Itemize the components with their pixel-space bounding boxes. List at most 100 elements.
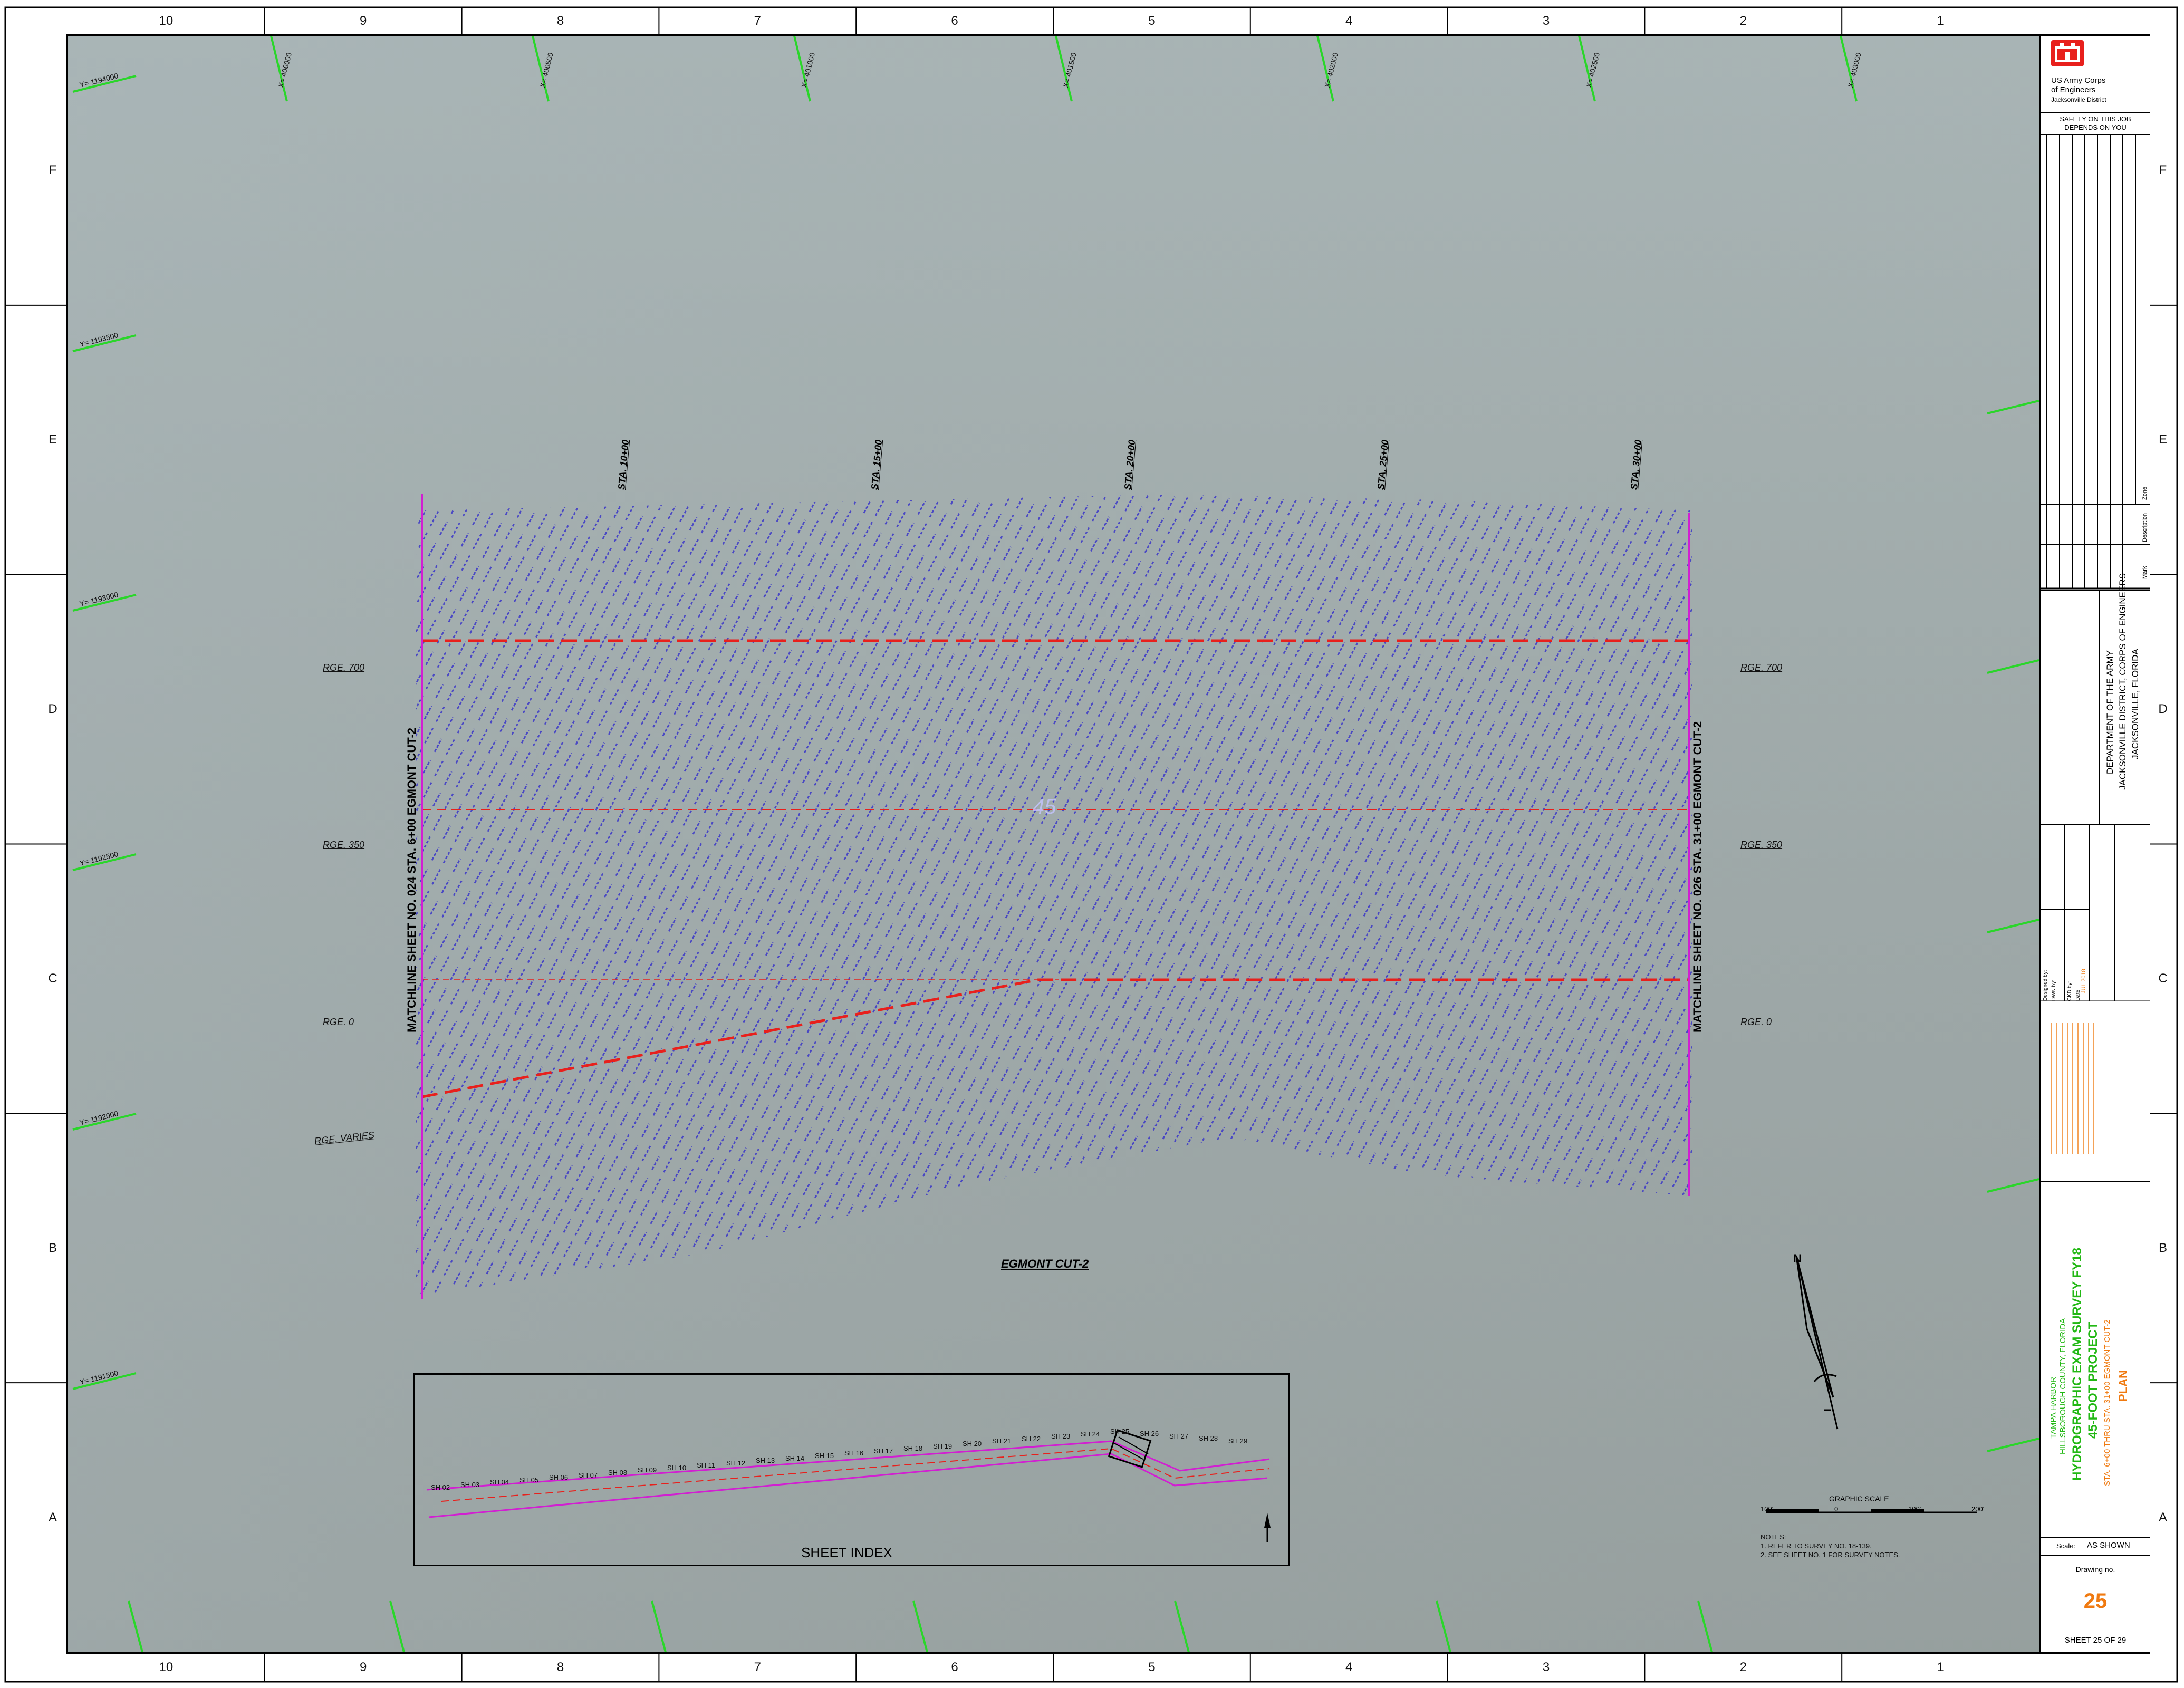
- dept-line2: JACKSONVILLE DISTRICT, CORPS OF ENGINEER…: [2118, 573, 2128, 790]
- sheet-index-panel: SH 02 SH 03 SH 04 SH 05 SH 06 SH 07 SH 08 SH 09…: [413, 1373, 1290, 1566]
- sheet-of-label: OF: [2104, 1636, 2115, 1645]
- title-line4: 45-FOOT PROJECT: [2086, 1322, 2100, 1439]
- grid-row-label-left: E: [48, 432, 57, 447]
- scale-bar: [1766, 1509, 1977, 1513]
- graphic-scale-title: GRAPHIC SCALE: [1829, 1494, 1889, 1503]
- sheet-index-label: SH 24: [1081, 1430, 1100, 1438]
- title-line5: STA. 6+00 THRU STA. 31+00 EGMONT CUT-2: [2103, 1319, 2112, 1486]
- org-line1: US Army Corps: [2051, 76, 2106, 85]
- rev-header-zone: Zone: [2142, 486, 2148, 500]
- sheet-index-label: SH 17: [874, 1446, 893, 1455]
- grid-row-label-left: B: [48, 1240, 57, 1255]
- sheet-index-diagram: [426, 1429, 1271, 1542]
- title-line3: HYDROGRAPHIC EXAM SURVEY FY18: [2070, 1248, 2084, 1481]
- grid-col-label-top: 5: [1148, 14, 1156, 28]
- grid-col-label-top: 9: [360, 14, 367, 28]
- grid-col-label-bottom: 4: [1345, 1660, 1353, 1674]
- coordinate-ticks: [72, 36, 2039, 1652]
- grid-row-label-right: C: [2158, 971, 2168, 986]
- survey-plan-svg: [68, 36, 2039, 1652]
- grid-col-label-top: 7: [754, 14, 761, 28]
- matchline-left-label: MATCHLINE SHEET NO. 024 STA. 6+00 EGMONT…: [405, 727, 418, 1033]
- sheet-index-label: SH 15: [815, 1451, 834, 1460]
- title-block: US Army Corps of Engineers Jacksonville …: [2039, 36, 2150, 1652]
- scale-value: AS SHOWN: [2087, 1541, 2130, 1550]
- grid-col-label-top: 6: [951, 14, 958, 28]
- grid-row-label-right: B: [2158, 1240, 2167, 1255]
- date-value: JUL 2018: [2081, 969, 2087, 993]
- note-2: 2. SEE SHEET NO. 1 FOR SURVEY NOTES.: [1760, 1551, 1900, 1559]
- chk-by-label: CKD by:: [2067, 981, 2073, 1001]
- sheet-index-label: SH 20: [963, 1440, 982, 1448]
- sheet-index-label: SH 28: [1199, 1434, 1218, 1443]
- north-arrow-icon: [1795, 1256, 1839, 1430]
- revision-table: [2041, 135, 2150, 590]
- graphic-scale: GRAPHIC SCALE 100' 0 100' 200': [1755, 1494, 1987, 1526]
- scale-tick-label: 200': [1971, 1505, 1985, 1513]
- range-label: RGE. 700: [323, 662, 365, 673]
- dept-line3: JACKSONVILLE, FLORIDA: [2130, 649, 2140, 759]
- sheet-index-label: SH 07: [579, 1471, 598, 1479]
- sheet-index-label: SH 11: [697, 1461, 716, 1470]
- sheet-index-label: SH 10: [667, 1463, 687, 1472]
- grid-col-label-top: 10: [159, 14, 174, 28]
- notes-title: NOTES:: [1760, 1533, 1786, 1541]
- sheet-index-label: SH 22: [1022, 1434, 1041, 1443]
- sheet-number: 25: [2093, 1636, 2102, 1645]
- sheet-index-label: SH 12: [726, 1459, 746, 1467]
- grid-col-label-bottom: 2: [1739, 1660, 1747, 1674]
- sheet-index-label: SH 08: [608, 1469, 628, 1477]
- note-1: 1. REFER TO SURVEY NO. 18-139.: [1760, 1542, 1872, 1550]
- sheet-total: 29: [2117, 1636, 2127, 1645]
- sheet-index-label: SH 03: [460, 1480, 480, 1489]
- grid-col-label-bottom: 8: [556, 1660, 564, 1674]
- sheet-index-label: SH 27: [1169, 1432, 1189, 1440]
- center-depth-mark: 45: [1033, 795, 1056, 818]
- safety-line2: DEPENDS ON YOU: [2064, 123, 2127, 131]
- scale-tick-label: 100': [1760, 1505, 1774, 1513]
- designed-by-label: Designed by:: [2043, 970, 2048, 1001]
- grid-col-label-top: 2: [1739, 14, 1747, 28]
- sheet-index-label: SH 13: [756, 1456, 775, 1465]
- grid-row-label-right: D: [2158, 702, 2168, 717]
- grid-row-label-left: C: [48, 971, 57, 986]
- sheet-index-label: SH 25: [1110, 1427, 1130, 1436]
- sheet-index-label: SH 05: [519, 1475, 539, 1484]
- drawing-number-label: Drawing no.: [2075, 1565, 2115, 1574]
- scale-tick-label: 0: [1834, 1505, 1839, 1513]
- notes-block: NOTES: 1. REFER TO SURVEY NO. 18-139. 2.…: [1760, 1532, 1900, 1559]
- grid-row-label-left: D: [48, 702, 57, 717]
- sheet-index-label: SH 18: [903, 1444, 923, 1453]
- aerial-map: Y= 1194000 Y= 1193500 Y= 1193000 Y= 1192500…: [68, 36, 2039, 1652]
- grid-col-label-top: 1: [1937, 14, 1944, 28]
- org-line2: of Engineers: [2051, 85, 2096, 94]
- dept-line1: DEPARTMENT OF THE ARMY: [2105, 650, 2115, 774]
- grid-col-label-bottom: 3: [1542, 1660, 1550, 1674]
- north-label: N: [1793, 1252, 1802, 1265]
- sheet-index-label: SH 14: [785, 1454, 805, 1462]
- sheet-index-title: SHEET INDEX: [801, 1545, 892, 1560]
- soundings-area: [416, 495, 1692, 1296]
- range-label: RGE. 350: [323, 840, 365, 850]
- sheet-index-label: SH 16: [844, 1449, 864, 1458]
- grid-col-label-bottom: 9: [360, 1660, 367, 1674]
- sheet-index-label: SH 23: [1051, 1432, 1071, 1441]
- range-label-right: RGE. 350: [1740, 840, 1783, 850]
- sheet-index-label: SH 29: [1228, 1436, 1248, 1445]
- grid-col-label-top: 4: [1345, 14, 1353, 28]
- matchline-right-label: MATCHLINE SHEET NO. 026 STA. 31+00 EGMON…: [1691, 721, 1704, 1033]
- grid-row-label-left: A: [48, 1510, 57, 1525]
- grid-col-label-bottom: 7: [754, 1660, 761, 1674]
- safety-line1: SAFETY ON THIS JOB: [2060, 115, 2131, 123]
- scale-label: Scale:: [2056, 1542, 2076, 1550]
- grid-row-label-left: F: [49, 163, 57, 178]
- title-line1: TAMPA HARBOR: [2049, 1377, 2058, 1439]
- title-line2: HILLSBOROUGH COUNTY, FLORIDA: [2058, 1318, 2067, 1454]
- grid-col-label-top: 8: [556, 14, 564, 28]
- channel-label: EGMONT CUT-2: [1001, 1257, 1089, 1270]
- grid-col-label-bottom: 10: [159, 1660, 174, 1674]
- title-line6: PLAN: [2116, 1370, 2130, 1402]
- sheet-index-label: SH 19: [933, 1442, 953, 1450]
- grid-row-label-right: F: [2159, 163, 2167, 178]
